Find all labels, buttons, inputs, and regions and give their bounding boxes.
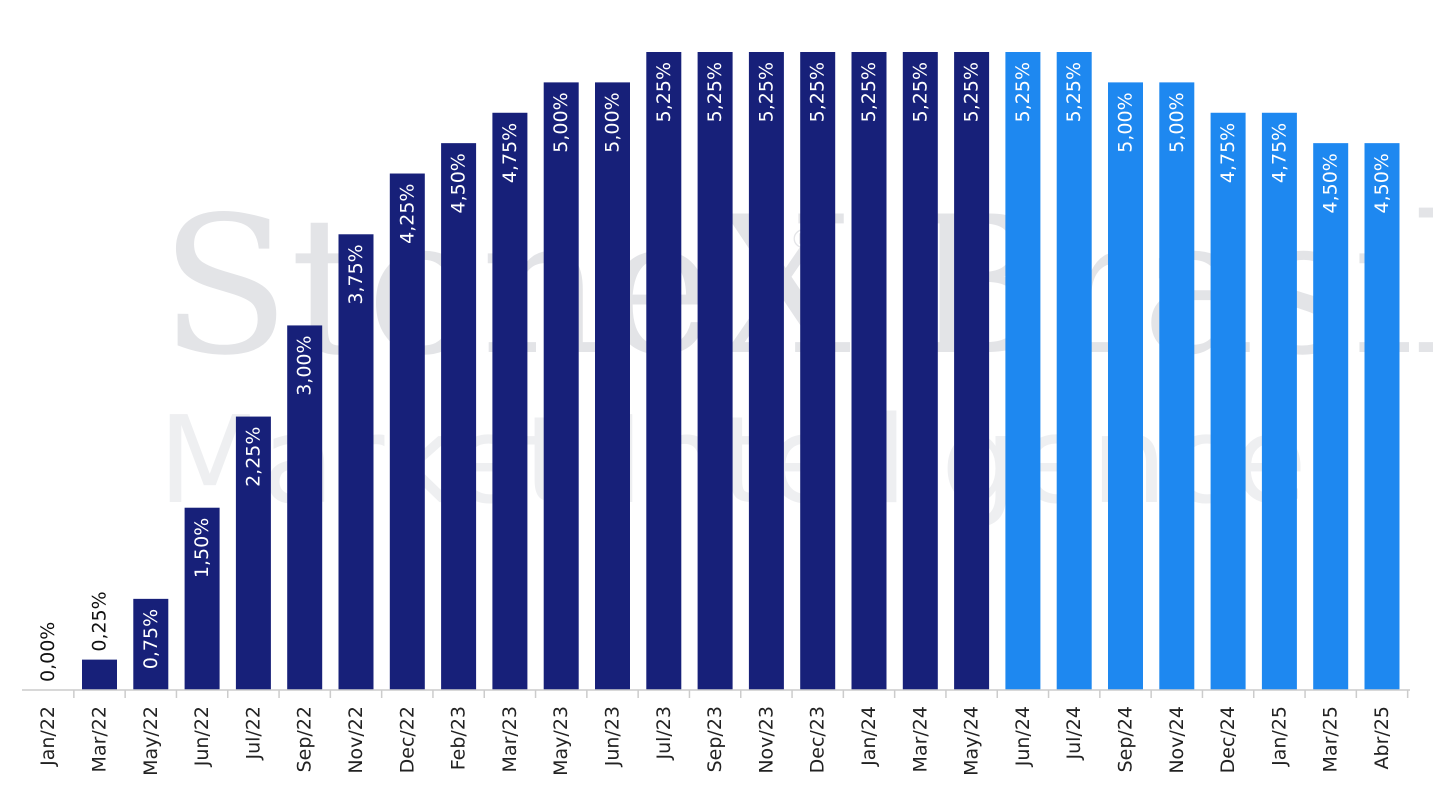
data-label: 5,25% bbox=[858, 62, 880, 122]
bar bbox=[1056, 52, 1092, 690]
bar bbox=[1159, 82, 1195, 690]
bar bbox=[748, 52, 784, 690]
data-label: 4,75% bbox=[499, 123, 521, 183]
data-label: 5,25% bbox=[961, 62, 983, 122]
x-tick-label: Mar/24 bbox=[909, 706, 931, 772]
bar bbox=[1364, 143, 1400, 691]
data-label: 5,25% bbox=[1063, 62, 1085, 122]
x-tick-label: Sep/22 bbox=[294, 706, 316, 772]
data-label: 0,00% bbox=[37, 622, 59, 682]
x-tick-label: Abr/25 bbox=[1371, 706, 1393, 769]
x-tick-label: Jan/22 bbox=[37, 706, 59, 767]
bars-group bbox=[82, 52, 1400, 691]
bar bbox=[954, 52, 990, 690]
x-tick-label: Jun/23 bbox=[602, 706, 624, 767]
bar bbox=[184, 507, 220, 690]
x-tick-label: Jul/24 bbox=[1063, 706, 1085, 761]
bar bbox=[543, 82, 579, 690]
data-label: 5,25% bbox=[653, 62, 675, 122]
data-label: 5,25% bbox=[755, 62, 777, 122]
bar bbox=[697, 52, 733, 690]
data-label: 5,00% bbox=[1115, 92, 1137, 152]
x-tick-label: Sep/24 bbox=[1115, 706, 1137, 772]
data-label: 1,50% bbox=[191, 518, 213, 578]
x-tick-label: Mar/22 bbox=[89, 706, 111, 772]
x-tick-label: Jan/25 bbox=[1268, 706, 1290, 767]
data-label: 3,75% bbox=[345, 244, 367, 304]
x-tick-label: Dec/22 bbox=[396, 706, 418, 773]
x-tick-label: Mar/25 bbox=[1320, 706, 1342, 772]
data-label: 0,25% bbox=[89, 591, 111, 651]
x-tick-label: Jul/22 bbox=[242, 706, 264, 761]
bar bbox=[1108, 82, 1143, 690]
x-tick-label: May/22 bbox=[140, 706, 162, 776]
data-label: 4,75% bbox=[1217, 123, 1239, 183]
bar bbox=[1210, 112, 1246, 690]
data-label: 4,25% bbox=[396, 184, 418, 244]
x-tick-label: Jun/22 bbox=[191, 706, 213, 767]
x-axis-ticks bbox=[73, 690, 1409, 698]
x-tick-label: Nov/22 bbox=[345, 706, 367, 774]
bar bbox=[82, 659, 117, 690]
x-tick-label: Dec/24 bbox=[1217, 706, 1239, 773]
x-tick-label: Nov/23 bbox=[755, 706, 777, 774]
x-tick-label: Jul/23 bbox=[653, 706, 675, 761]
data-label: 5,00% bbox=[550, 92, 572, 152]
bar bbox=[1313, 143, 1349, 691]
bar bbox=[287, 325, 323, 690]
data-label: 5,25% bbox=[807, 62, 829, 122]
bar bbox=[389, 173, 425, 690]
bar bbox=[1005, 52, 1041, 690]
data-label: 0,75% bbox=[140, 609, 162, 669]
data-label: 5,25% bbox=[704, 62, 726, 122]
x-tick-label: May/24 bbox=[961, 706, 983, 776]
data-labels-group: 0,00% 0,25% 0,75% 1,50% 2,25% 3,00% 3,75% 4,25%… bbox=[37, 62, 1393, 682]
x-tick-label: May/23 bbox=[550, 706, 572, 776]
bar bbox=[133, 598, 169, 690]
data-label: 5,00% bbox=[602, 92, 624, 152]
data-label: 4,50% bbox=[1371, 153, 1393, 213]
data-label: 5,25% bbox=[909, 62, 931, 122]
bar bbox=[595, 82, 630, 690]
x-axis-labels: Jan/22 Mar/22 May/22 Jun/22 Jul/22 Sep/22 Nov/… bbox=[37, 706, 1393, 776]
data-label: 5,00% bbox=[1166, 92, 1188, 152]
bar bbox=[492, 112, 528, 690]
data-label: 4,50% bbox=[448, 153, 470, 213]
x-tick-label: Jun/24 bbox=[1012, 706, 1034, 767]
bar bbox=[646, 52, 682, 690]
data-label: 2,25% bbox=[242, 427, 264, 487]
bar bbox=[851, 52, 887, 690]
x-tick-label: Nov/24 bbox=[1166, 706, 1188, 774]
x-tick-label: Dec/23 bbox=[807, 706, 829, 773]
bar bbox=[902, 52, 938, 690]
data-label: 4,50% bbox=[1320, 153, 1342, 213]
bar bbox=[441, 143, 477, 691]
bar bbox=[235, 416, 271, 690]
bar bbox=[338, 234, 374, 691]
x-tick-label: Sep/23 bbox=[704, 706, 726, 772]
x-tick-label: Jan/24 bbox=[858, 706, 880, 767]
x-tick-label: Mar/23 bbox=[499, 706, 521, 772]
bar bbox=[800, 52, 836, 690]
bar bbox=[1261, 112, 1297, 690]
data-label: 5,25% bbox=[1012, 62, 1034, 122]
x-tick-label: Feb/23 bbox=[448, 706, 470, 770]
data-label: 4,75% bbox=[1268, 123, 1290, 183]
data-label: 3,00% bbox=[294, 335, 316, 395]
